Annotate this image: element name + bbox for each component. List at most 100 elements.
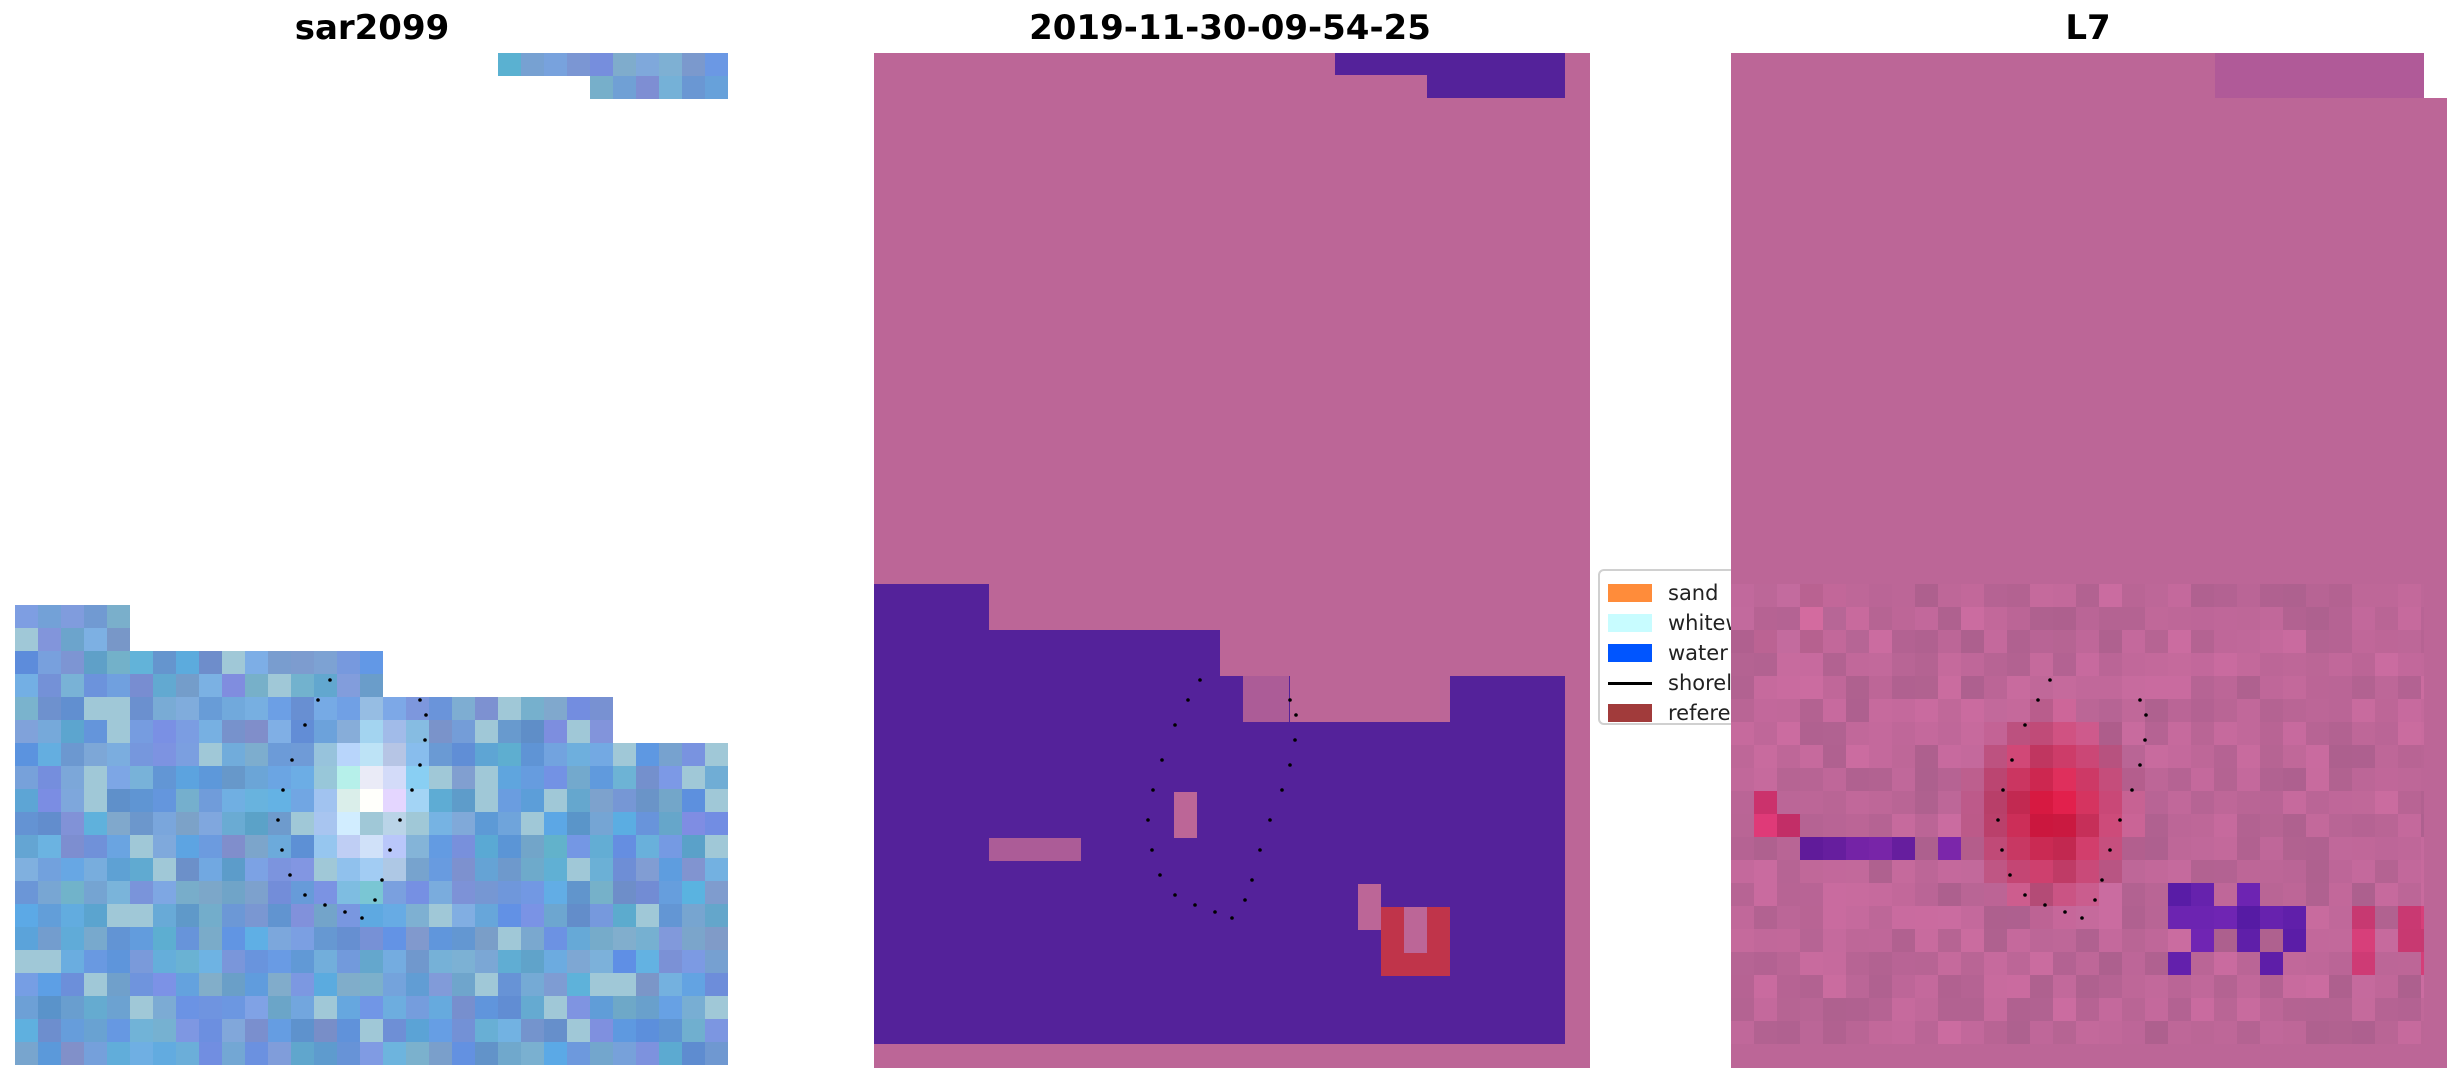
sar-pixel [475,927,498,950]
l7-pixel [2191,584,2214,607]
sar-pixel [153,1019,176,1042]
sar-pixel [268,743,291,766]
l7-pixel [1823,952,1846,975]
l7-pixel [2283,630,2306,653]
l7-pixel [2306,653,2329,676]
l7-pixel [2260,791,2283,814]
l7-pixel [1754,998,1777,1021]
sar-pixel [199,835,222,858]
l7-pixel [2122,975,2145,998]
shoreline-point [1173,893,1177,897]
shoreline-point [2080,916,2084,920]
l7-pixel [2168,860,2191,883]
l7-pixel [2099,975,2122,998]
l7-pixel [2053,998,2076,1021]
l7-pixel [2260,814,2283,837]
l7-pixel [2099,791,2122,814]
l7-pixel [2375,929,2398,952]
sar-pixel [406,720,429,743]
l7-pixel [1823,607,1846,630]
shoreline-point [2000,848,2004,852]
sar-pixel [337,996,360,1019]
l7-pixel [1823,883,1846,906]
l7-pixel [2398,722,2421,745]
sar-pixel [360,950,383,973]
l7-pixel [1800,745,1823,768]
sar-pixel [682,904,705,927]
sar-pixel [636,766,659,789]
l7-pixel [2122,998,2145,1021]
l7-pixel [1754,883,1777,906]
sar-pixel [61,973,84,996]
sar-pixel [130,651,153,674]
classification-map [874,53,1590,1068]
l7-pixel [1938,676,1950,699]
l7-pixel [2352,1021,2375,1044]
l7-pixel [2053,768,2076,791]
sar-pixel [222,858,245,881]
l7-pixel [2191,1021,2214,1044]
sar-pixel [498,697,521,720]
l7-pixel [2191,952,2214,975]
l7-pixel [2352,584,2375,607]
l7-pixel [2214,653,2237,676]
sar-pixel [130,927,153,950]
sar-pixel [176,720,199,743]
l7-pixel [1800,860,1823,883]
l7-pixel [1800,837,1823,860]
l7-pixel [2099,906,2122,929]
sar-pixel [475,858,498,881]
l7-pixel [2306,1021,2329,1044]
sar-pixel [567,766,590,789]
l7-pixel [2030,791,2053,814]
l7-pixel [2283,653,2306,676]
l7-pixel [1869,975,1892,998]
l7-pixel [2329,837,2352,860]
sar-pixel [429,904,452,927]
l7-pixel [2260,975,2283,998]
sar-pixel [130,812,153,835]
sar-pixel [544,835,567,858]
l7-pixel [2214,1021,2237,1044]
l7-pixel [2352,975,2375,998]
l7-pixel [1777,998,1800,1021]
reference-shoreline-swatch [1608,704,1652,722]
sar-pixel [682,835,705,858]
l7-pixel [2398,607,2421,630]
l7-pixel [1938,814,1961,837]
l7-pixel [1823,975,1846,998]
l7-pixel [2329,929,2352,952]
sar-pixel [38,858,61,881]
l7-pixel [2214,952,2237,975]
legend-label: sand [1668,581,1719,605]
sar-pixel [406,881,429,904]
l7-pixel [2122,653,2145,676]
sar-pixel [84,927,107,950]
sand-swatch [1608,584,1652,602]
l7-pixel [2076,791,2099,814]
l7-pixel [2375,745,2398,768]
l7-pixel [1984,584,2007,607]
sar-pixel [636,835,659,858]
l7-pixel [1984,722,2007,745]
pink-spot-1 [1243,676,1289,722]
l7-pixel [2122,860,2145,883]
sar-pixel [107,996,130,1019]
shoreline-point [1996,818,2000,822]
l7-pixel [2122,607,2145,630]
sar-pixel [590,950,613,973]
l7-pixel [2352,699,2375,722]
l7-pixel [1984,883,2007,906]
l7-pixel [1731,1021,1754,1044]
sar-pixel [38,674,61,697]
sar-pixel [475,697,498,720]
sar-pixel [475,812,498,835]
l7-pixel [1892,906,1915,929]
l7-pixel [1984,860,2007,883]
l7-pixel [1938,699,1950,722]
l7-pixel [1892,860,1915,883]
l7-pixel [2306,722,2329,745]
l7-pixel [1846,860,1869,883]
sar-pixel [199,812,222,835]
l7-pixel [1800,883,1823,906]
